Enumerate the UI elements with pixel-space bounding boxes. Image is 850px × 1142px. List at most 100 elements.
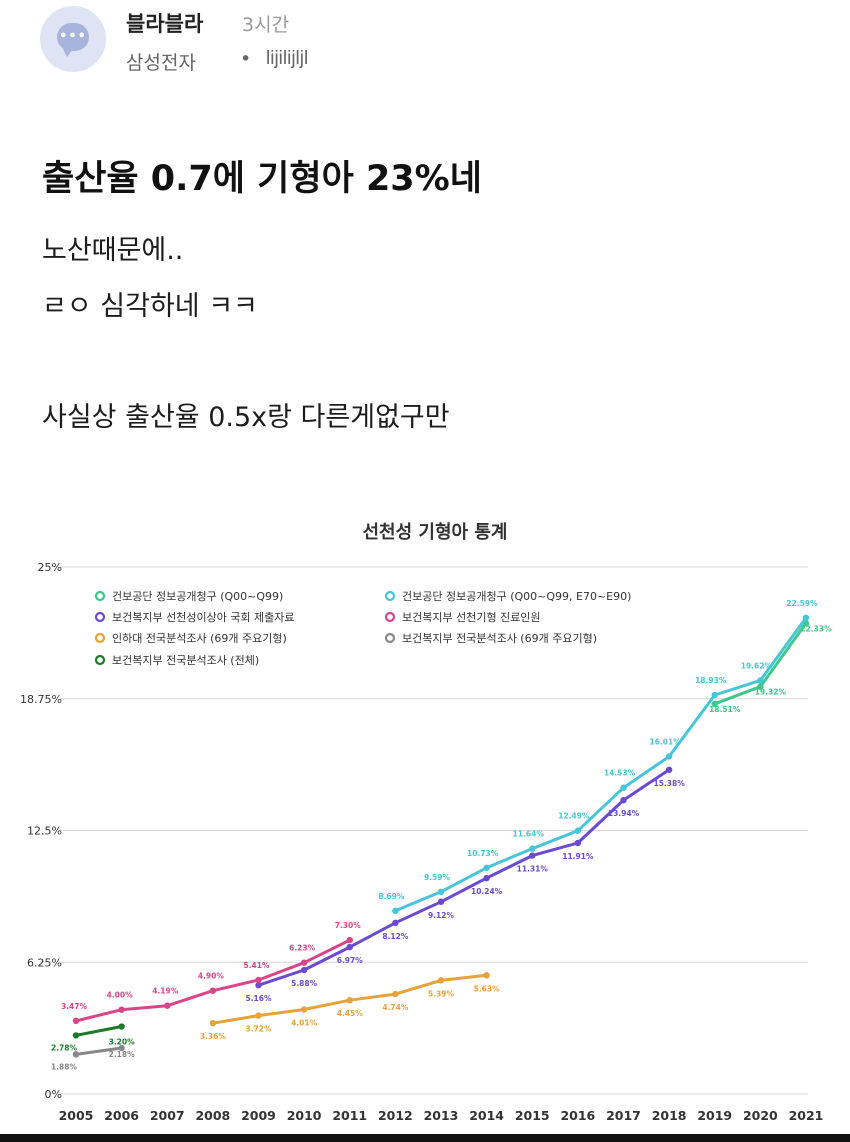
data-label: 7.30% [335,921,362,930]
x-tick-label: 2020 [743,1108,778,1123]
legend-label: 보건복지부 전국분석조사 (전체) [112,654,259,667]
data-label: 4.90% [198,972,225,981]
y-tick-label: 0% [45,1088,62,1101]
data-label: 8.12% [382,932,409,941]
x-tick-label: 2012 [378,1108,413,1123]
meta-separator: • [240,48,252,70]
data-point [620,796,627,804]
data-label: 9.12% [428,911,455,920]
post-body-line-1: 노산때문에.. [42,235,184,266]
line-chart: 선천성 기형아 통계 25% 18.75% 12.5% 6.25% 0% 2005 2006… [20,522,832,1123]
data-point [483,972,490,979]
data-label: 18.93% [695,676,727,685]
data-point [346,943,353,951]
x-tick-label: 2017 [606,1108,641,1123]
data-label: 2.78% [51,1043,78,1052]
data-label: 15.38% [654,779,686,788]
data-point [483,864,490,872]
x-tick-label: 2010 [287,1108,322,1123]
data-label: 11.31% [517,865,549,874]
legend-marker [384,611,396,623]
data-point [711,691,718,699]
data-point [574,827,582,834]
data-label: 22.33% [800,624,832,633]
data-point [118,1044,125,1052]
data-point [392,990,399,998]
y-tick-label: 12.5% [27,825,62,838]
legend-label: 보건복지부 전국분석조사 (69개 주요기형) [402,632,597,645]
data-point [255,982,262,989]
data-point [437,977,445,984]
data-label: 4.74% [382,1003,409,1012]
x-tick-label: 2011 [332,1108,367,1123]
data-label: 2.18% [109,1050,136,1059]
data-label: 13.94% [608,809,640,818]
data-point [437,898,445,905]
post-title: 출산율 0.7에 기형아 23%네 [42,159,482,199]
post-body-line-3: 사실상 출산율 0.5x랑 다른게없구만 [42,402,450,433]
data-label: 3.47% [61,1002,88,1011]
post-header: ••• 블라블라 3시간 삼성전자 • lijilijljl [40,6,850,76]
data-label: 10.73% [467,849,499,858]
data-label: 4.01% [291,1018,318,1027]
data-label: 4.45% [337,1009,364,1018]
data-label: 22.59% [786,599,818,608]
legend-marker [94,632,106,644]
data-point [483,874,490,882]
legend-marker [94,611,106,623]
author-nickname: lijilijljl [266,48,309,69]
data-label: 10.24% [471,887,503,896]
series-line [75,1046,122,1056]
data-point [72,1032,80,1039]
legend-label: 건보공단 정보공개청구 (Q00~Q99) [112,590,283,603]
x-tick-label: 2019 [697,1108,732,1123]
bottom-bar [0,1134,850,1142]
data-point [665,766,673,773]
legend-marker [384,590,396,602]
legend-label: 건보공단 정보공개청구 (Q00~Q99, E70~E90) [402,590,631,603]
data-label: 11.64% [513,830,545,839]
y-tick-label: 18.75% [20,693,62,706]
x-tick-label: 2008 [195,1108,230,1123]
data-label: 14.53% [604,769,636,778]
data-label: 19.62% [741,661,773,670]
data-point [72,1017,80,1025]
data-label: 12.49% [558,812,590,821]
board-name[interactable]: 삼성전자 [126,52,196,74]
post-image-chart[interactable]: 선천성 기형아 통계 25% 18.75% 12.5% 6.25% 0% 2005 2006… [0,508,850,1134]
data-label: 5.39% [428,989,455,998]
data-label: 6.97% [337,956,364,965]
data-point [300,966,308,974]
data-label: 11.91% [562,852,594,861]
data-label: 9.59% [424,873,451,882]
series-line [394,616,808,913]
data-point [665,753,673,760]
data-label: 3.72% [245,1025,272,1034]
x-tick-label: 2007 [150,1108,185,1123]
post-time: 3시간 [242,14,290,36]
data-label: 5.88% [291,979,318,988]
x-tick-label: 2009 [241,1108,276,1123]
data-point [346,996,353,1004]
x-tick-label: 2015 [515,1108,550,1123]
x-tick-label: 2021 [789,1108,824,1123]
data-label: 19.32% [755,688,787,697]
data-point [620,784,627,791]
data-label: 3.36% [200,1032,227,1041]
data-label: 3.20% [109,1038,136,1047]
legend-marker [94,590,106,602]
avatar[interactable]: ••• [40,6,106,72]
data-point [574,839,582,847]
legend-label: 인하대 전국분석조사 (69개 주요기형) [112,631,287,645]
data-point [392,907,399,915]
y-tick-label: 25% [38,561,62,574]
x-tick-label: 2014 [469,1108,504,1123]
data-point [300,959,308,966]
data-label: 8.69% [378,892,405,901]
y-tick-label: 6.25% [27,956,62,969]
data-point [802,614,810,622]
legend-label: 보건복지부 선천성이상아 국회 제출자료 [112,610,295,624]
author-name[interactable]: 블라블라 [126,12,204,36]
data-point [72,1051,80,1058]
series-line [75,1025,122,1037]
